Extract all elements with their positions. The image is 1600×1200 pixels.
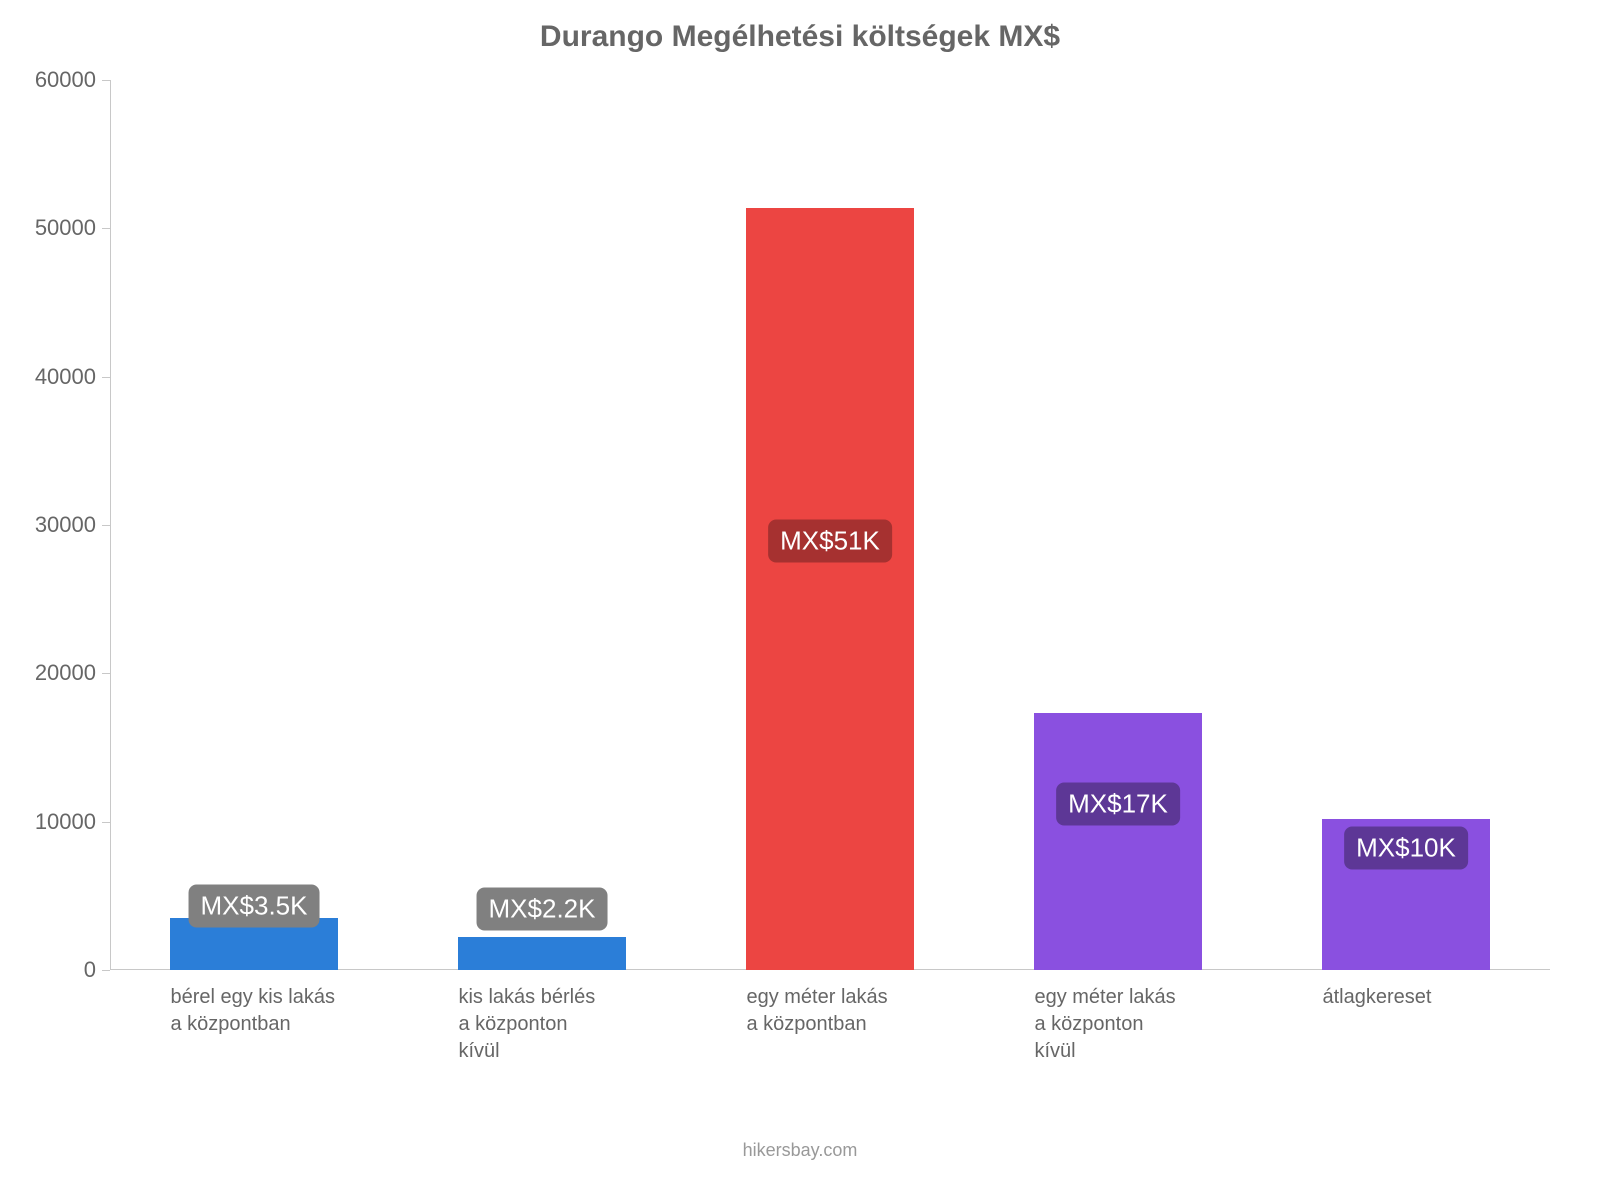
y-tick-mark [102,525,110,526]
chart-title: Durango Megélhetési költségek MX$ [0,20,1600,54]
x-category-label: kis lakás bérlés a központon kívül [458,970,625,1065]
y-tick-mark [102,673,110,674]
x-category-label: átlagkereset [1322,970,1489,1011]
bar-value-label: MX$51K [768,520,892,563]
x-category-label: egy méter lakás a központban [746,970,913,1038]
y-tick-label: 60000 [35,67,110,93]
plot-area: 0100002000030000400005000060000 MX$3.5KM… [110,80,1550,970]
cost-of-living-bar-chart: Durango Megélhetési költségek MX$ 010000… [0,0,1600,1200]
y-tick-mark [102,377,110,378]
bar-value-label: MX$3.5K [189,885,320,928]
bar [458,937,625,970]
x-category-label: bérel egy kis lakás a központban [170,970,337,1038]
y-tick-mark [102,970,110,971]
y-tick-mark [102,80,110,81]
y-tick-mark [102,822,110,823]
bar-value-label: MX$10K [1344,827,1468,870]
y-tick-label: 40000 [35,364,110,390]
chart-footer: hikersbay.com [0,1140,1600,1161]
bar [1034,713,1201,970]
y-tick-label: 50000 [35,215,110,241]
y-tick-label: 20000 [35,660,110,686]
x-category-label: egy méter lakás a központon kívül [1034,970,1201,1065]
y-tick-label: 10000 [35,809,110,835]
bar [746,208,913,970]
y-tick-label: 30000 [35,512,110,538]
y-tick-mark [102,228,110,229]
bar-value-label: MX$17K [1056,782,1180,825]
bar-value-label: MX$2.2K [477,888,608,931]
